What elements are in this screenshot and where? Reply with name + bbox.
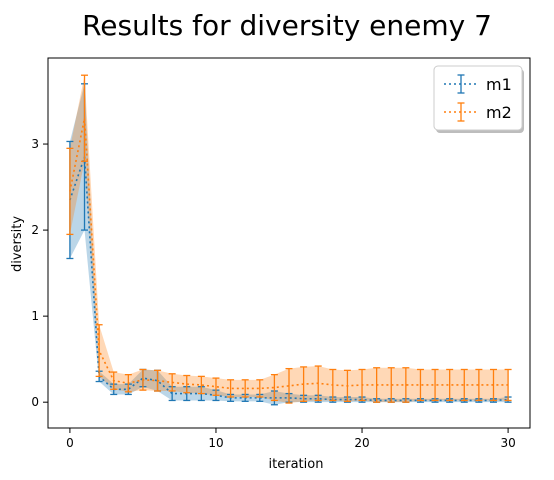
- y-axis-label: diversity: [10, 216, 25, 272]
- series-group: [66, 74, 512, 406]
- y-tick-label-3: 3: [31, 137, 39, 151]
- x-tick-label-30: 30: [500, 436, 515, 450]
- line-m1: [69, 156, 509, 402]
- y-tick-label-1: 1: [31, 309, 39, 323]
- axes-frame: [47, 57, 531, 429]
- y-tick-label-2: 2: [31, 223, 39, 237]
- chart-title: Results for diversity enemy 7: [82, 9, 492, 42]
- y-tick-label-0: 0: [31, 395, 39, 409]
- x-tick-label-10: 10: [208, 436, 223, 450]
- legend-box: [433, 65, 523, 131]
- line-m2: [69, 118, 509, 390]
- x-tick-label-20: 20: [354, 436, 369, 450]
- x-axis-label: iteration: [269, 457, 324, 472]
- x-tick-label-0: 0: [66, 436, 74, 450]
- legend-label-m2: m2: [486, 103, 512, 122]
- legend-label-m1: m1: [486, 75, 512, 94]
- plot-area: 0 10 20 30 0 1 2 3 m1 m2: [31, 57, 531, 450]
